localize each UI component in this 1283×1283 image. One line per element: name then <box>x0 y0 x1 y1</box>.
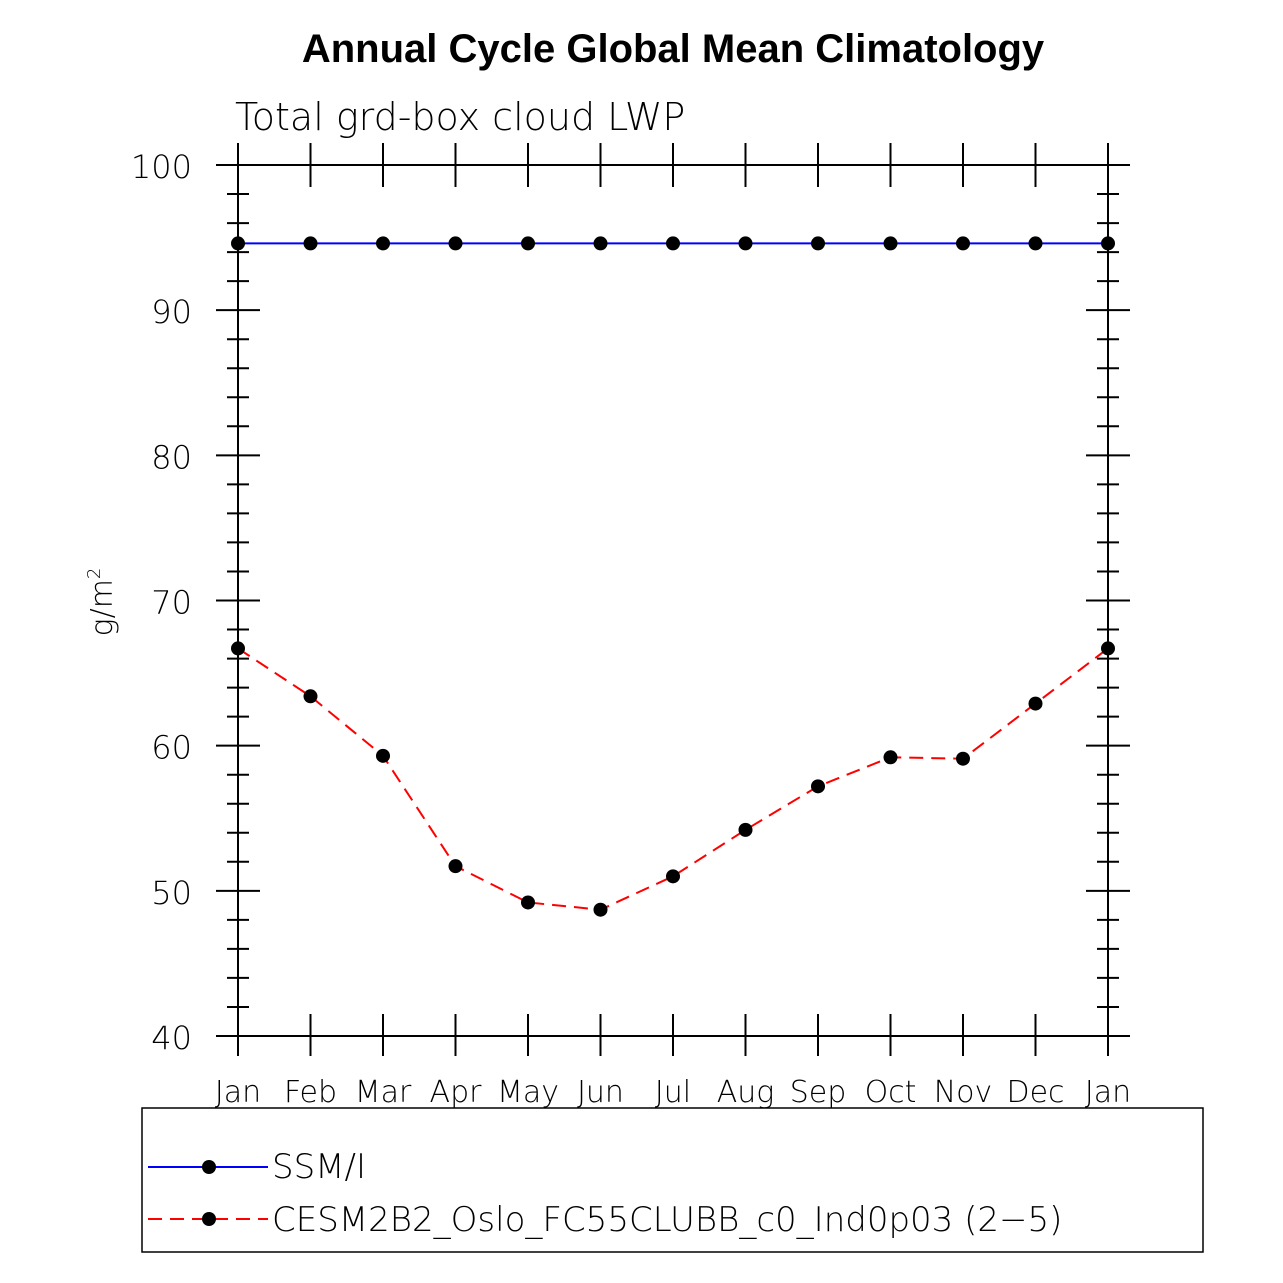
chart-subtitle: Total grd-box cloud LWP <box>235 95 685 139</box>
x-tick-label: Oct <box>865 1075 917 1110</box>
plot-frame <box>237 164 1109 1037</box>
data-point <box>666 869 680 884</box>
data-point <box>376 748 390 763</box>
x-tick-labels: Jan Feb Mar Apr May Jun Jul Aug Sep Oct Nov Dec Jan <box>215 1075 1131 1110</box>
legend-marker-cesm <box>202 1212 216 1226</box>
y-axis-label-group: g/m2 <box>84 568 120 637</box>
data-point <box>231 641 245 656</box>
x-tick-label: Jun <box>577 1075 624 1110</box>
legend-box <box>141 1107 1204 1253</box>
data-point <box>883 236 898 251</box>
legend: SSM/I CESM2B2_Oslo_FC55CLUBB_c0_Ind0p03 … <box>141 1107 1204 1253</box>
axis-ticks <box>216 143 1130 1056</box>
data-point <box>448 859 463 874</box>
data-point <box>231 236 245 251</box>
data-point <box>956 751 970 766</box>
data-point <box>303 236 318 251</box>
x-tick-label: Mar <box>355 1075 412 1110</box>
y-tick-label: 70 <box>151 584 192 622</box>
y-tick-label: 60 <box>151 729 192 767</box>
x-tick-label: Feb <box>284 1075 337 1110</box>
y-tick-label: 90 <box>151 293 192 331</box>
y-tick-label: 50 <box>151 874 192 912</box>
chart-title: Annual Cycle Global Mean Climatology <box>302 27 1045 71</box>
x-tick-label: Aug <box>717 1075 775 1110</box>
data-point <box>666 236 680 251</box>
data-point <box>738 822 753 837</box>
legend-label-cesm: CESM2B2_Oslo_FC55CLUBB_c0_Ind0p03 (2−5) <box>272 1200 1062 1240</box>
x-tick-label: Jan <box>1085 1075 1131 1110</box>
y-axis-label: g/m2 <box>84 568 120 637</box>
y-tick-labels: 40 50 60 70 80 90 100 <box>131 148 192 1057</box>
data-point <box>883 750 898 765</box>
y-tick-label: 40 <box>151 1019 192 1057</box>
data-point <box>593 236 608 251</box>
data-series <box>231 236 1115 917</box>
x-tick-label: Sep <box>790 1075 847 1110</box>
data-point <box>811 236 825 251</box>
x-tick-label: Nov <box>934 1075 993 1110</box>
data-point <box>521 895 535 910</box>
y-tick-label: 100 <box>131 148 192 186</box>
legend-label-ssmi: SSM/I <box>272 1147 366 1187</box>
x-tick-label: Jan <box>215 1075 261 1110</box>
data-point <box>1028 696 1043 711</box>
data-point <box>1101 236 1115 251</box>
data-point <box>1101 641 1115 656</box>
y-tick-label: 80 <box>151 438 192 476</box>
y-axis-label-main: g/m <box>85 579 120 636</box>
x-tick-label: May <box>497 1075 559 1110</box>
x-tick-label: Dec <box>1006 1075 1064 1110</box>
data-point <box>448 236 463 251</box>
data-point <box>593 902 608 917</box>
data-point <box>956 236 970 251</box>
data-point <box>811 779 825 794</box>
x-tick-label: Jul <box>655 1075 691 1110</box>
data-point <box>1028 236 1043 251</box>
data-point <box>521 236 535 251</box>
data-point <box>303 689 318 704</box>
y-axis-label-superscript: 2 <box>84 568 105 579</box>
data-point <box>738 236 753 251</box>
x-tick-label: Apr <box>430 1075 483 1110</box>
legend-marker-ssmi <box>202 1160 216 1174</box>
data-point <box>376 236 390 251</box>
